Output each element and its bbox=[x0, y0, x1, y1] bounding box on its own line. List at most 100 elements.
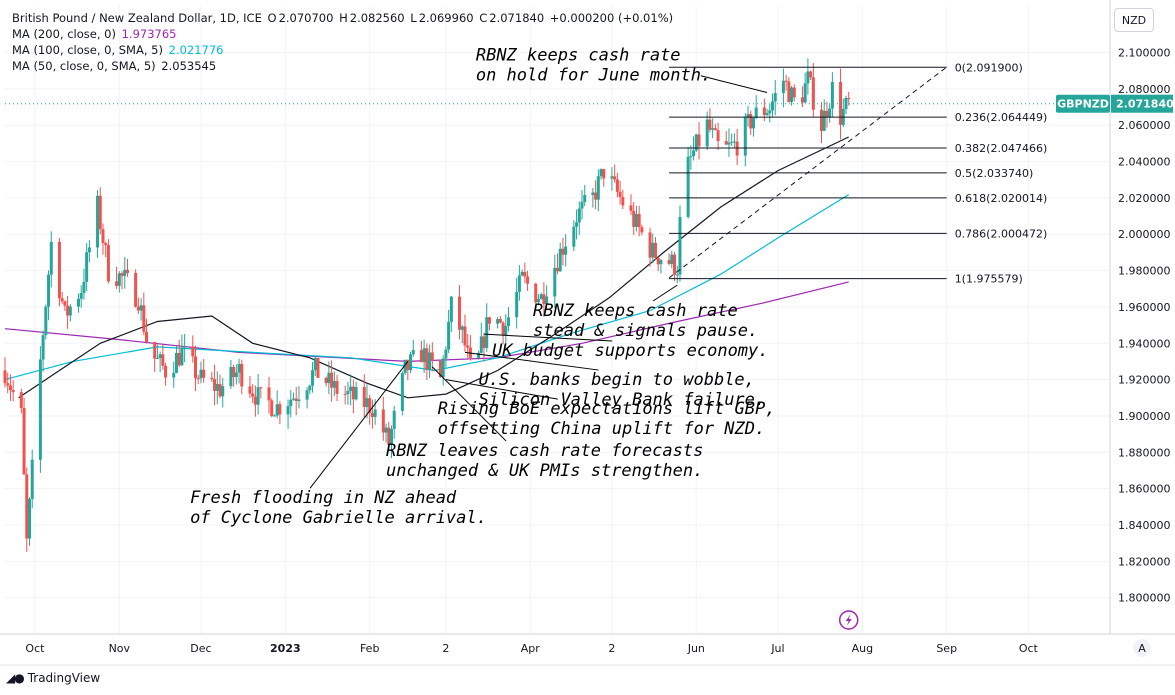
ma100-label: MA (100, close, 0, SMA, 5) bbox=[12, 43, 163, 57]
candle-body bbox=[479, 336, 483, 353]
candle-body bbox=[762, 107, 766, 116]
y-tick-label: 1.960000 bbox=[1118, 301, 1171, 314]
fib-level-label: 1(1.975579) bbox=[955, 273, 1023, 286]
candle-body bbox=[711, 128, 715, 130]
candle-body bbox=[613, 176, 617, 180]
annotation-text: offsetting China uplift for NZD. bbox=[438, 419, 766, 439]
x-tick-label: Oct bbox=[1019, 642, 1039, 655]
annotation-pointer bbox=[445, 379, 558, 400]
annotation-pointer bbox=[464, 351, 599, 371]
candle-body bbox=[553, 267, 557, 297]
candle-body bbox=[406, 359, 410, 371]
candle-body bbox=[57, 241, 61, 299]
candle-body bbox=[594, 192, 598, 200]
annotation-text: on hold for June month. bbox=[476, 66, 711, 86]
candle-body bbox=[577, 208, 581, 223]
ma100-legend[interactable]: MA (100, close, 0, SMA, 5) 2.021776 bbox=[12, 42, 226, 58]
candle-body bbox=[384, 427, 388, 433]
candle-body bbox=[134, 272, 138, 307]
candles bbox=[3, 58, 851, 552]
plot-area bbox=[5, 6, 1110, 634]
x-tick-label: 2 bbox=[442, 642, 449, 655]
candle-body bbox=[618, 191, 622, 197]
candle-body bbox=[327, 372, 331, 384]
candle-body bbox=[749, 114, 753, 129]
candle-body bbox=[19, 392, 23, 408]
candle-body bbox=[411, 350, 415, 355]
candle-body bbox=[365, 398, 369, 407]
x-tick-label: Aug bbox=[852, 642, 873, 655]
candle-body bbox=[724, 141, 728, 145]
candle-body bbox=[425, 348, 429, 370]
ma200-legend[interactable]: MA (200, close, 0) 1.973765 bbox=[12, 26, 178, 42]
candle-body bbox=[438, 360, 442, 378]
candle-body bbox=[485, 317, 489, 348]
y-tick-label: 1.900000 bbox=[1118, 410, 1171, 423]
candle-body bbox=[517, 275, 521, 292]
candle-body bbox=[286, 406, 290, 415]
candle-body bbox=[667, 260, 671, 264]
candle-body bbox=[507, 317, 511, 326]
y-tick-label: 2.100000 bbox=[1118, 47, 1171, 60]
y-tick-label: 2.060000 bbox=[1118, 119, 1171, 132]
candle-body bbox=[22, 407, 26, 475]
fib-level-label: 0.236(2.064449) bbox=[955, 111, 1048, 124]
candle-body bbox=[498, 319, 502, 323]
candle-body bbox=[392, 410, 396, 429]
candle-body bbox=[487, 317, 491, 324]
candle-body bbox=[615, 179, 619, 192]
candle-body bbox=[670, 254, 674, 264]
y-tick-label: 2.000000 bbox=[1118, 228, 1171, 241]
currency-button[interactable]: NZD bbox=[1114, 8, 1154, 32]
candle-body bbox=[313, 357, 317, 371]
candle-body bbox=[689, 156, 693, 158]
candle-body bbox=[49, 241, 53, 275]
branding-text: TradingView bbox=[27, 671, 101, 685]
y-tick-label: 2.040000 bbox=[1118, 156, 1171, 169]
candle-body bbox=[610, 176, 614, 179]
candle-body bbox=[346, 390, 350, 395]
candle-body bbox=[768, 110, 772, 114]
candle-body bbox=[790, 87, 794, 103]
candle-body bbox=[27, 498, 31, 539]
candle-body bbox=[136, 306, 140, 311]
x-tick-label: Jun bbox=[687, 642, 705, 655]
candle-body bbox=[501, 322, 505, 336]
candle-body bbox=[419, 350, 423, 363]
ma100-value: 2.021776 bbox=[168, 43, 224, 57]
y-tick-label: 1.820000 bbox=[1118, 555, 1171, 568]
candle-body bbox=[60, 298, 64, 302]
x-tick-label: Dec bbox=[190, 642, 211, 655]
fib-level-label: 0.5(2.033740) bbox=[955, 167, 1034, 180]
candle-body bbox=[572, 226, 576, 247]
candle-body bbox=[558, 248, 562, 272]
fib-level-label: 0.618(2.020014) bbox=[955, 192, 1048, 205]
ma50-legend[interactable]: MA (50, close, 0, SMA, 5) 2.053545 bbox=[12, 58, 218, 74]
auto-scale-button[interactable]: A bbox=[1133, 639, 1151, 657]
annotation-pointer bbox=[309, 361, 409, 489]
ma50-line bbox=[18, 136, 849, 399]
candle-body bbox=[444, 349, 448, 359]
y-tick-label: 1.920000 bbox=[1118, 374, 1171, 387]
candle-body bbox=[673, 254, 677, 275]
candle-body bbox=[180, 347, 184, 366]
candle-body bbox=[387, 427, 391, 445]
candle-body bbox=[237, 363, 241, 373]
candle-body bbox=[751, 117, 755, 129]
ohlc-close: 2.071840 bbox=[489, 11, 545, 25]
candle-body bbox=[294, 398, 298, 402]
ma100-line bbox=[4, 194, 850, 381]
candle-body bbox=[199, 369, 203, 379]
candle-body bbox=[25, 474, 29, 539]
annotation-text: U.S. banks begin to wobble, bbox=[479, 370, 755, 390]
candle-body bbox=[324, 377, 328, 384]
candle-body bbox=[803, 83, 807, 103]
candle-body bbox=[765, 113, 769, 116]
candle-body bbox=[784, 80, 788, 82]
candle-body bbox=[556, 267, 559, 272]
candle-body bbox=[155, 357, 159, 359]
ma50-value: 2.053545 bbox=[161, 59, 217, 73]
candle-body bbox=[79, 293, 83, 299]
candle-body bbox=[602, 169, 606, 179]
